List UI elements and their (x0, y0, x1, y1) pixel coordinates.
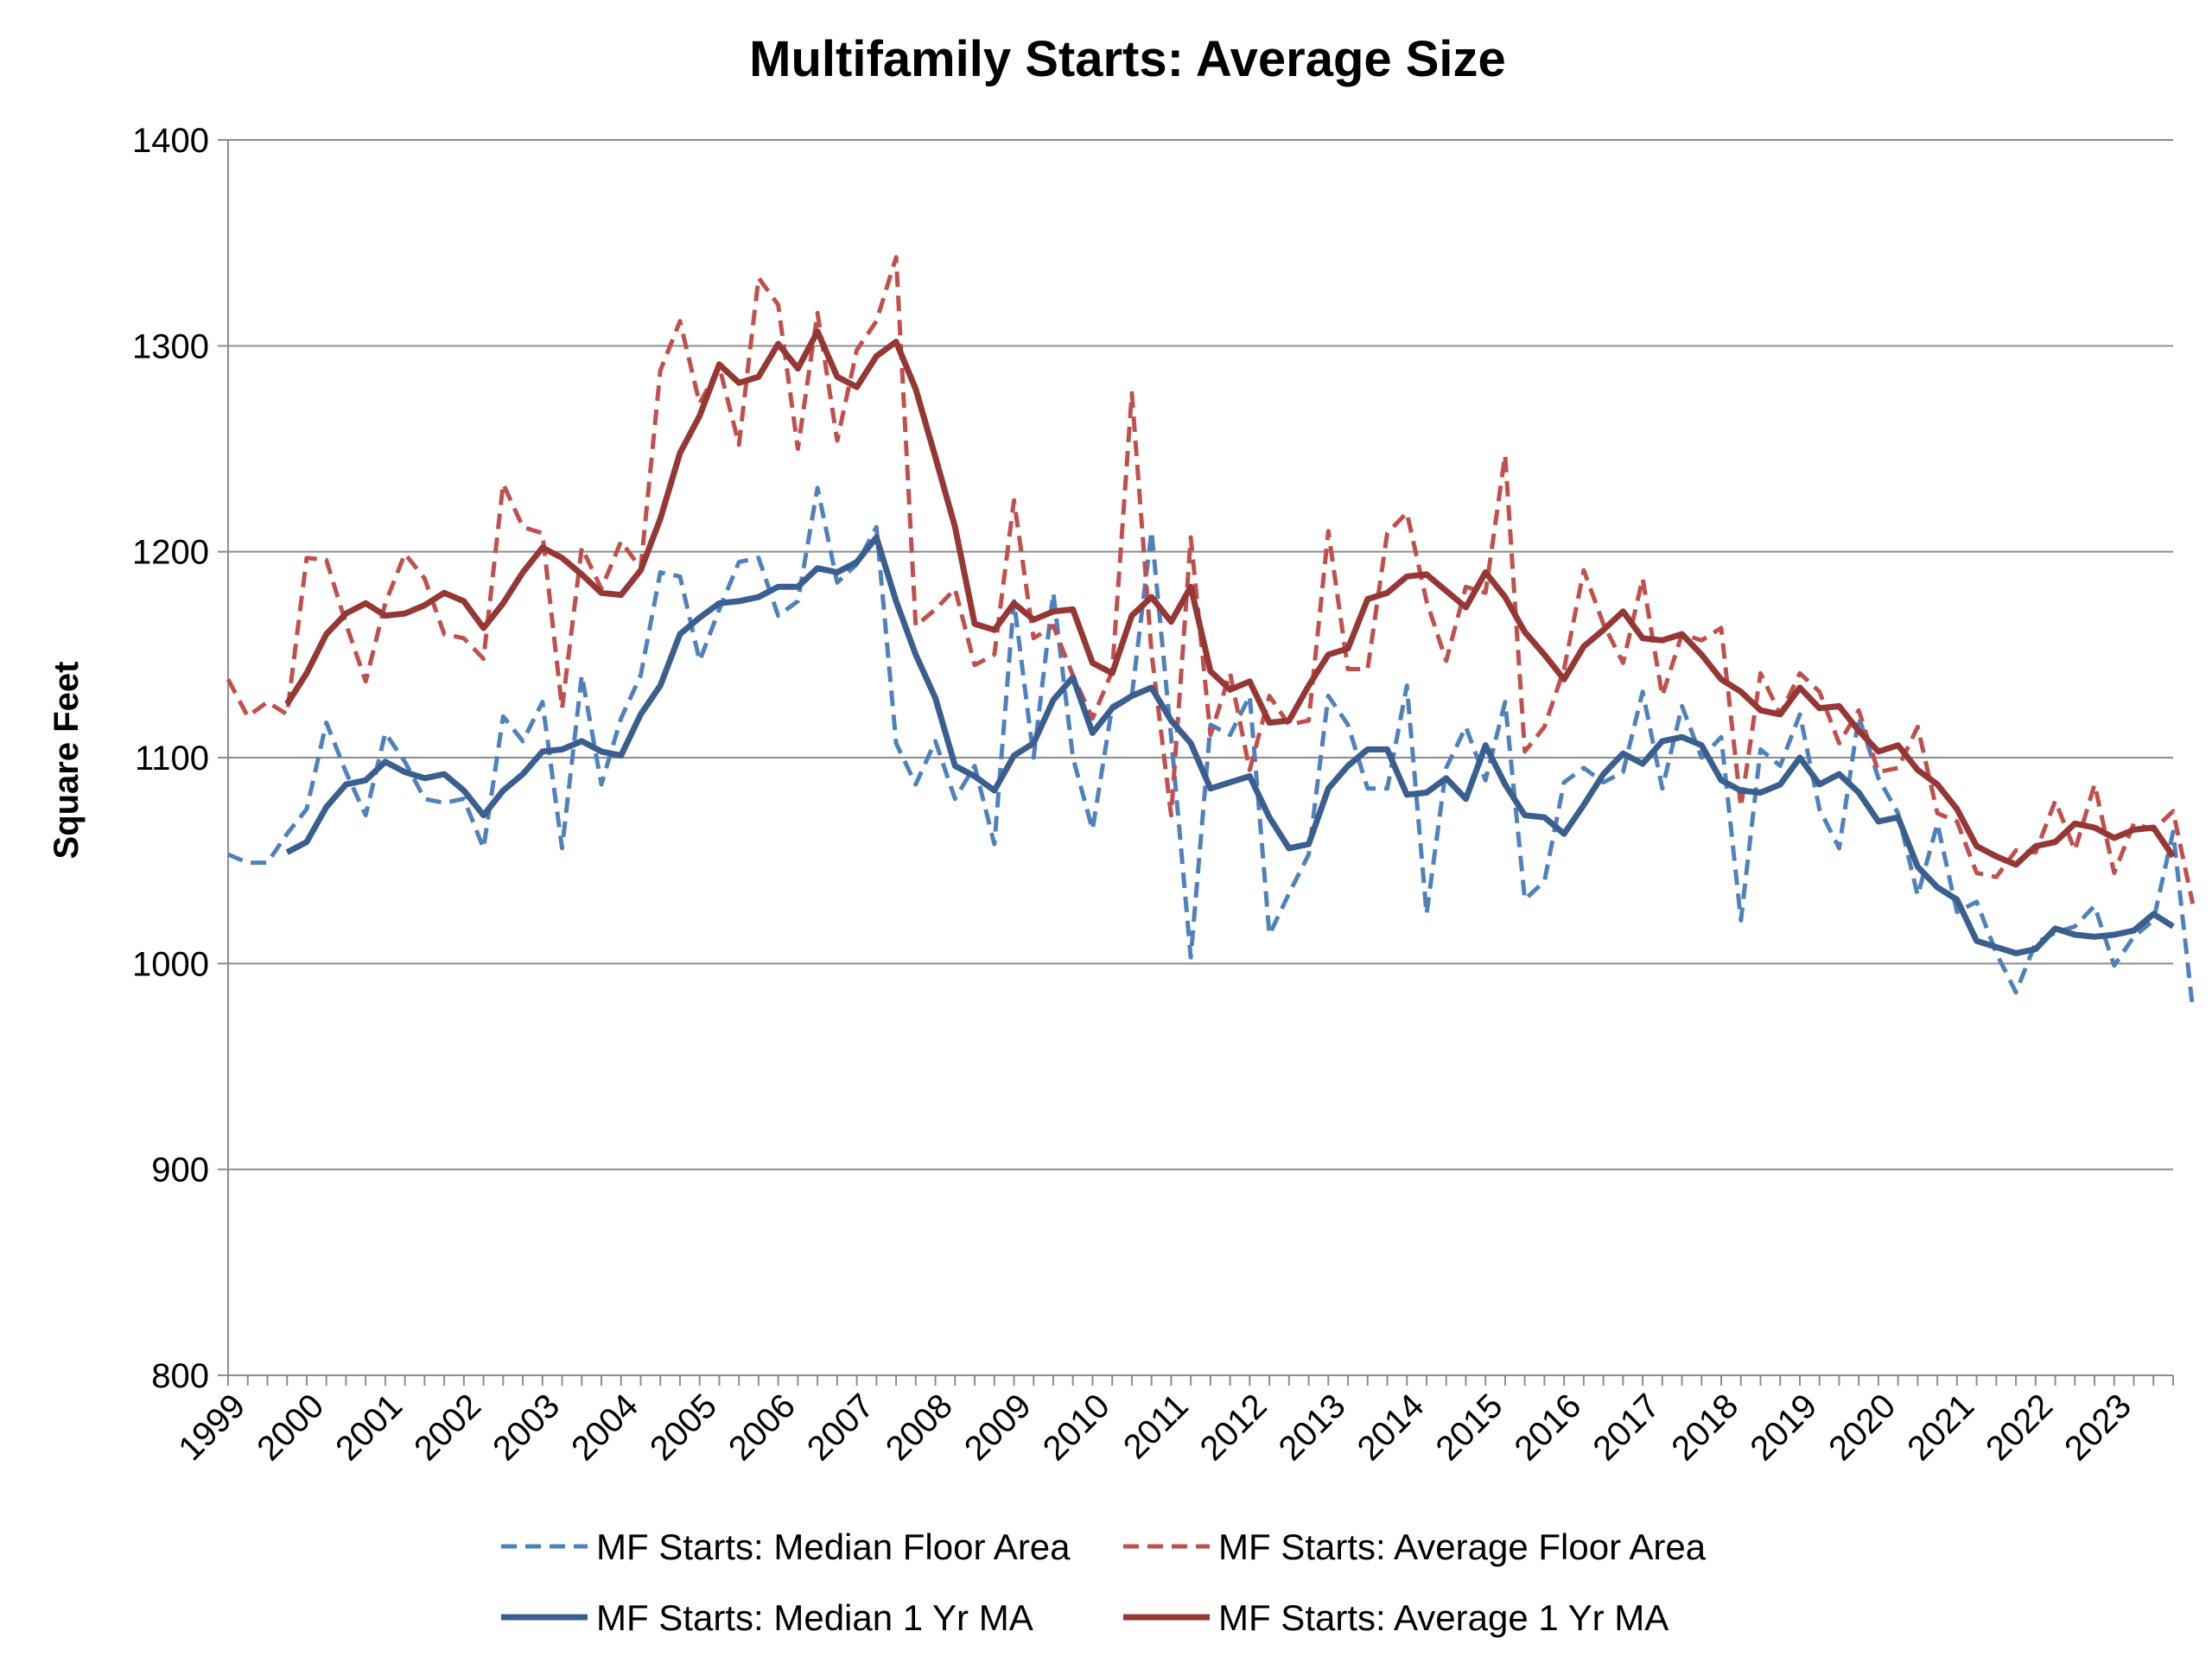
x-tick-label: 2003 (486, 1387, 567, 1468)
series-line-4 (284, 328, 2176, 868)
y-tick-label: 900 (151, 1152, 209, 1190)
x-tick-label: 2017 (1586, 1387, 1667, 1468)
x-tick-label: 2001 (328, 1387, 410, 1468)
x-tick-label: 2011 (1116, 1387, 1196, 1466)
legend-item-4: MF Starts: Average 1 Yr MA (1123, 1597, 1669, 1638)
x-tick-label: 2020 (1821, 1387, 1903, 1468)
x-tick-label: 2015 (1429, 1387, 1510, 1468)
y-tick-label: 1300 (132, 327, 209, 365)
plot-area (226, 255, 2196, 1010)
chart-title: Multifamily Starts: Average Size (749, 31, 1506, 87)
x-tick-label: 2013 (1272, 1387, 1353, 1468)
x-tick-label: 2012 (1193, 1387, 1274, 1468)
x-tick-label: 2002 (407, 1387, 488, 1468)
y-tick-label: 1400 (132, 122, 209, 160)
series-line-1 (227, 486, 2196, 1010)
x-tick-label: 2023 (2057, 1387, 2139, 1468)
legend-label: MF Starts: Median 1 Yr MA (596, 1597, 1033, 1638)
x-tick-label: 2018 (1664, 1387, 1745, 1468)
series-line-2 (226, 255, 2196, 904)
x-tick-label: 2009 (957, 1387, 1039, 1468)
series-line-3 (285, 534, 2175, 956)
legend-item-3: MF Starts: Median 1 Yr MA (501, 1597, 1033, 1638)
x-tick-label: 2006 (721, 1387, 803, 1468)
gridlines (228, 139, 2173, 1171)
legend-label: MF Starts: Average Floor Area (1218, 1527, 1707, 1567)
x-tick-label: 2016 (1507, 1387, 1588, 1468)
x-tick-label: 2005 (643, 1387, 724, 1468)
legend-label: MF Starts: Average 1 Yr MA (1218, 1597, 1669, 1638)
x-tick-label: 2000 (250, 1387, 331, 1468)
x-tick-label: 1999 (171, 1387, 252, 1468)
x-tick-label: 2010 (1036, 1387, 1117, 1468)
legend-item-2: MF Starts: Average Floor Area (1123, 1527, 1707, 1567)
x-tick-label: 2019 (1743, 1387, 1824, 1468)
legend-label: MF Starts: Median Floor Area (596, 1527, 1071, 1567)
y-tick-label: 1200 (132, 534, 209, 572)
x-tick-label: 2022 (1979, 1387, 2060, 1468)
x-tick-label: 2004 (564, 1387, 645, 1468)
y-tick-label: 800 (151, 1357, 209, 1395)
legend-item-1: MF Starts: Median Floor Area (501, 1527, 1071, 1567)
x-tick-label: 2008 (879, 1387, 960, 1468)
axes: 8009001000110012001300140019992000200120… (132, 122, 2174, 1468)
y-axis-label: Square Feet (48, 662, 86, 860)
legend: MF Starts: Median Floor Area MF Starts: A… (501, 1527, 1707, 1638)
x-tick-label: 2014 (1351, 1387, 1432, 1468)
y-tick-label: 1100 (135, 739, 209, 778)
y-tick-label: 1000 (132, 945, 209, 983)
x-tick-label: 2007 (800, 1387, 881, 1468)
x-tick-label: 2021 (1900, 1387, 1981, 1468)
